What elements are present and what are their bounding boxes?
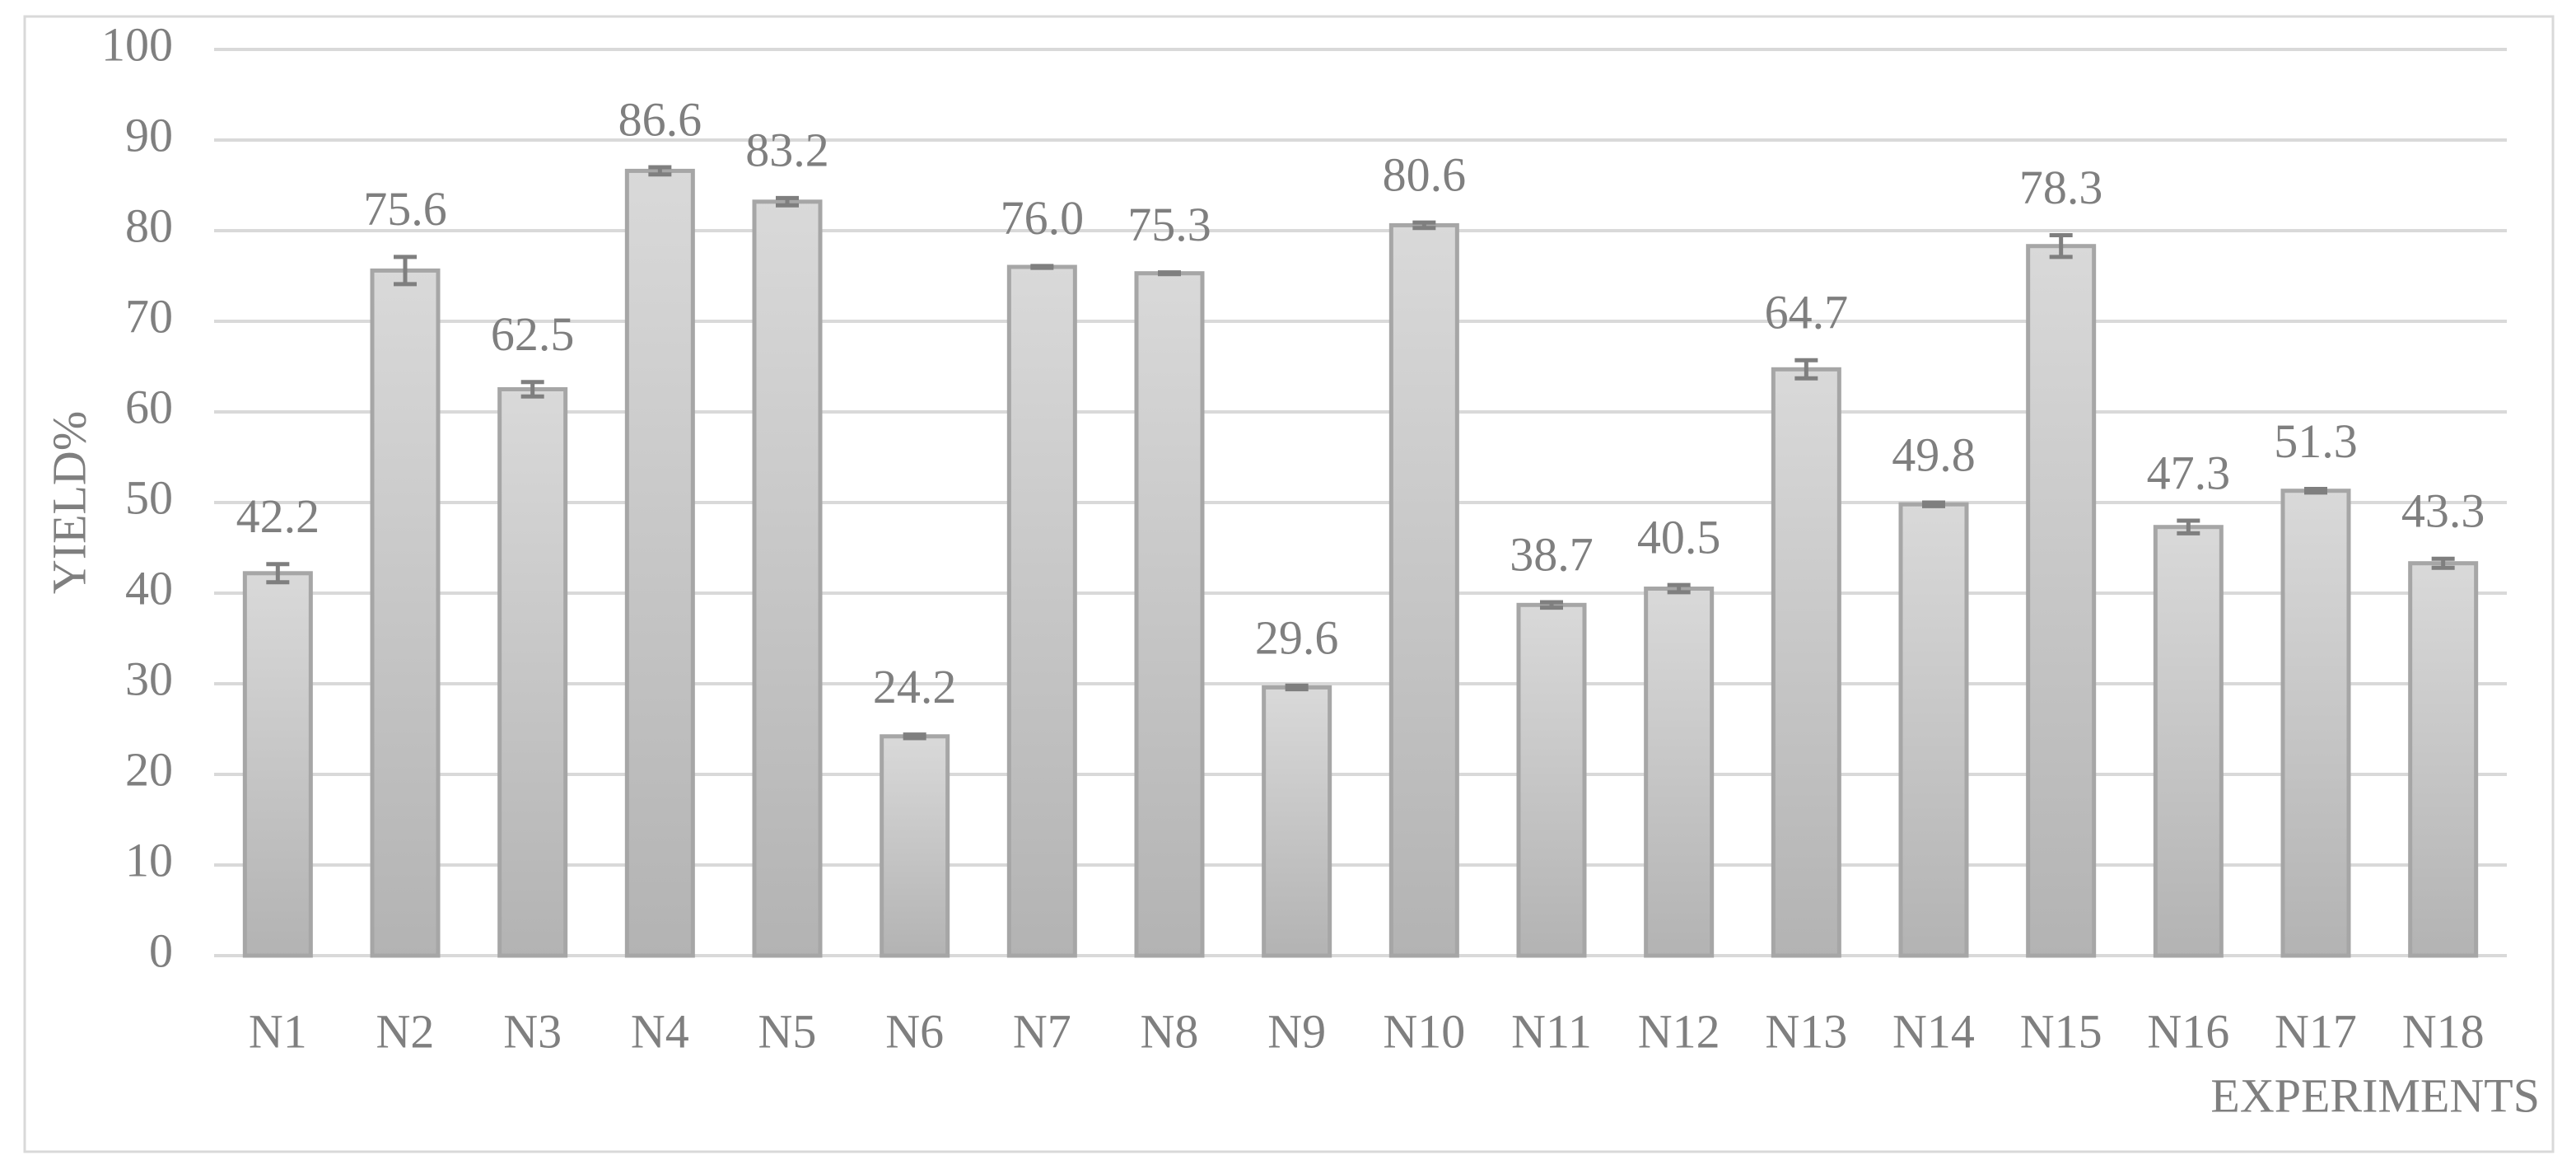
data-label: 64.7 [1765, 286, 1849, 339]
y-tick-label: 100 [101, 17, 173, 71]
y-tick-label: 80 [125, 199, 173, 252]
bar [1644, 587, 1715, 958]
x-tick-label: N15 [2020, 1004, 2102, 1058]
x-tick-label: N18 [2402, 1004, 2485, 1058]
data-label: 49.8 [1892, 428, 1976, 481]
y-tick-label: 70 [125, 289, 173, 343]
error-bar [2304, 487, 2327, 495]
bar [1898, 502, 1969, 958]
error-bar [2049, 233, 2073, 260]
data-label: 78.3 [2019, 161, 2103, 214]
x-tick-label: N3 [503, 1004, 562, 1058]
x-axis-title: EXPERIMENTS [2210, 1068, 2540, 1122]
error-bar [266, 562, 290, 585]
y-tick-label: 40 [125, 561, 173, 615]
bar [242, 571, 313, 958]
error-bar [1922, 500, 1945, 508]
data-label: 62.5 [491, 307, 575, 361]
y-axis-title: YIELD% [42, 411, 96, 594]
data-label: 42.2 [236, 489, 320, 543]
bar [1262, 685, 1332, 958]
bar [624, 168, 695, 958]
data-label: 38.7 [1510, 527, 1594, 581]
y-tick-label: 20 [125, 742, 173, 796]
error-bar [2177, 518, 2200, 535]
data-label: 75.6 [363, 182, 447, 236]
bar [370, 268, 441, 958]
error-bar [1285, 683, 1309, 692]
x-tick-label: N13 [1765, 1004, 1847, 1058]
y-tick-label: 10 [125, 833, 173, 886]
bar [880, 734, 950, 958]
bar [1134, 271, 1205, 958]
data-label: 40.5 [1637, 510, 1721, 563]
x-tick-label: N4 [631, 1004, 689, 1058]
error-bar [394, 255, 417, 287]
bar [2408, 561, 2479, 958]
chart-border [23, 15, 2555, 1153]
plot-area: N1 42.2 N2 75.6 N3 62.5 N4 86.6 N5 83.2 N6 24.2 N7 76… [214, 92, 2507, 1058]
y-tick-label: 50 [125, 470, 173, 524]
data-label: 43.3 [2401, 484, 2485, 538]
bar [752, 199, 823, 958]
error-bar [1412, 220, 1436, 231]
x-tick-label: N12 [1638, 1004, 1720, 1058]
x-tick-label: N16 [2147, 1004, 2229, 1058]
data-label: 80.6 [1383, 147, 1467, 201]
bar [1516, 602, 1587, 958]
bar [1388, 222, 1459, 958]
error-bar [1794, 358, 1818, 381]
bar [1771, 367, 1841, 958]
y-tick-label: 90 [125, 108, 173, 161]
y-tick-label: 0 [149, 924, 173, 977]
bar [497, 387, 568, 958]
y-tick-label: 60 [125, 380, 173, 433]
error-bar [903, 732, 926, 741]
bar [2280, 489, 2351, 958]
bar [1006, 264, 1077, 958]
grid: 0 10 20 30 40 50 60 70 80 90 100 [101, 17, 2507, 977]
bar [2153, 525, 2224, 958]
x-tick-label: N17 [2275, 1004, 2357, 1058]
data-label: 51.3 [2274, 414, 2358, 468]
error-bar [1158, 270, 1181, 277]
data-label: 76.0 [1001, 191, 1085, 245]
error-bar [2431, 556, 2455, 570]
data-label: 24.2 [873, 660, 957, 713]
x-tick-label: N8 [1141, 1004, 1199, 1058]
data-label: 29.6 [1255, 611, 1339, 665]
error-bar [648, 165, 672, 177]
y-tick-label: 30 [125, 652, 173, 705]
error-bar [1667, 582, 1691, 595]
data-label: 86.6 [618, 92, 702, 146]
error-bar [520, 380, 544, 399]
x-tick-label: N5 [758, 1004, 817, 1058]
x-tick-label: N14 [1892, 1004, 1975, 1058]
x-tick-label: N7 [1013, 1004, 1071, 1058]
error-bar [776, 195, 799, 208]
error-bar [1540, 600, 1563, 610]
error-bar [1030, 264, 1054, 270]
x-tick-label: N2 [376, 1004, 435, 1058]
bar [2026, 244, 2097, 958]
x-tick-label: N1 [249, 1004, 307, 1058]
data-label: 75.3 [1127, 198, 1211, 251]
x-tick-label: N6 [885, 1004, 944, 1058]
x-tick-label: N9 [1267, 1004, 1326, 1058]
x-tick-label: N11 [1511, 1004, 1592, 1058]
data-label: 83.2 [745, 124, 829, 177]
data-label: 47.3 [2147, 446, 2231, 499]
x-tick-label: N10 [1383, 1004, 1465, 1058]
